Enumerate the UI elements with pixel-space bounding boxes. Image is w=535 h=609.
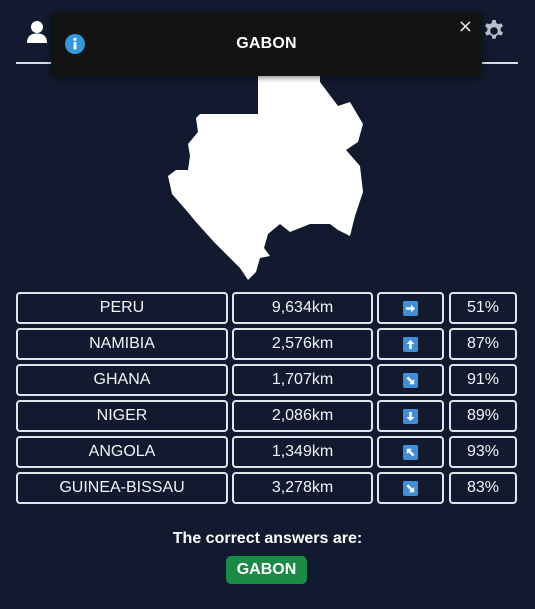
guess-row: GUINEA-BISSAU 3,278km 83% [16,472,518,504]
guess-proximity: 87% [449,328,517,360]
close-icon[interactable]: × [457,16,473,37]
guess-country: NAMIBIA [16,328,228,360]
guess-distance: 1,349km [232,436,373,468]
guess-direction [377,400,444,432]
guess-country: GHANA [16,364,228,396]
correct-answers-label: The correct answers are: [172,530,363,547]
correct-answer-badge: GABON [226,556,307,584]
guess-row: NIGER 2,086km 89% [16,400,518,432]
guess-direction [377,292,444,324]
country-silhouette [160,74,370,284]
arrow-down-right-icon [403,480,418,496]
guess-direction [377,436,444,468]
guess-country: GUINEA-BISSAU [16,472,228,504]
guess-proximity: 83% [449,472,517,504]
guess-direction [377,364,444,396]
guess-row: ANGOLA 1,349km 93% [16,436,518,468]
guess-distance: 9,634km [232,292,373,324]
guess-row: NAMIBIA 2,576km 87% [16,328,518,360]
arrow-right-icon [403,300,418,316]
arrow-down-icon [403,408,418,424]
guess-country: PERU [16,292,228,324]
guess-distance: 3,278km [232,472,373,504]
gear-icon[interactable] [482,19,506,43]
arrow-down-right-icon [403,372,418,388]
guess-proximity: 51% [449,292,517,324]
guess-distance: 1,707km [232,364,373,396]
guess-direction [377,472,444,504]
guess-country: ANGOLA [16,436,228,468]
guess-direction [377,328,444,360]
guess-proximity: 93% [449,436,517,468]
guess-distance: 2,576km [232,328,373,360]
arrow-up-left-icon [403,444,418,460]
answer-toast: GABON × [51,12,482,76]
guess-row: PERU 9,634km 51% [16,292,518,324]
guess-row: GHANA 1,707km 91% [16,364,518,396]
guess-country: NIGER [16,400,228,432]
arrow-up-icon [403,336,418,352]
toast-title: GABON [236,35,297,52]
info-icon [65,34,85,54]
user-icon[interactable] [26,20,48,44]
guess-distance: 2,086km [232,400,373,432]
guess-proximity: 91% [449,364,517,396]
guess-proximity: 89% [449,400,517,432]
